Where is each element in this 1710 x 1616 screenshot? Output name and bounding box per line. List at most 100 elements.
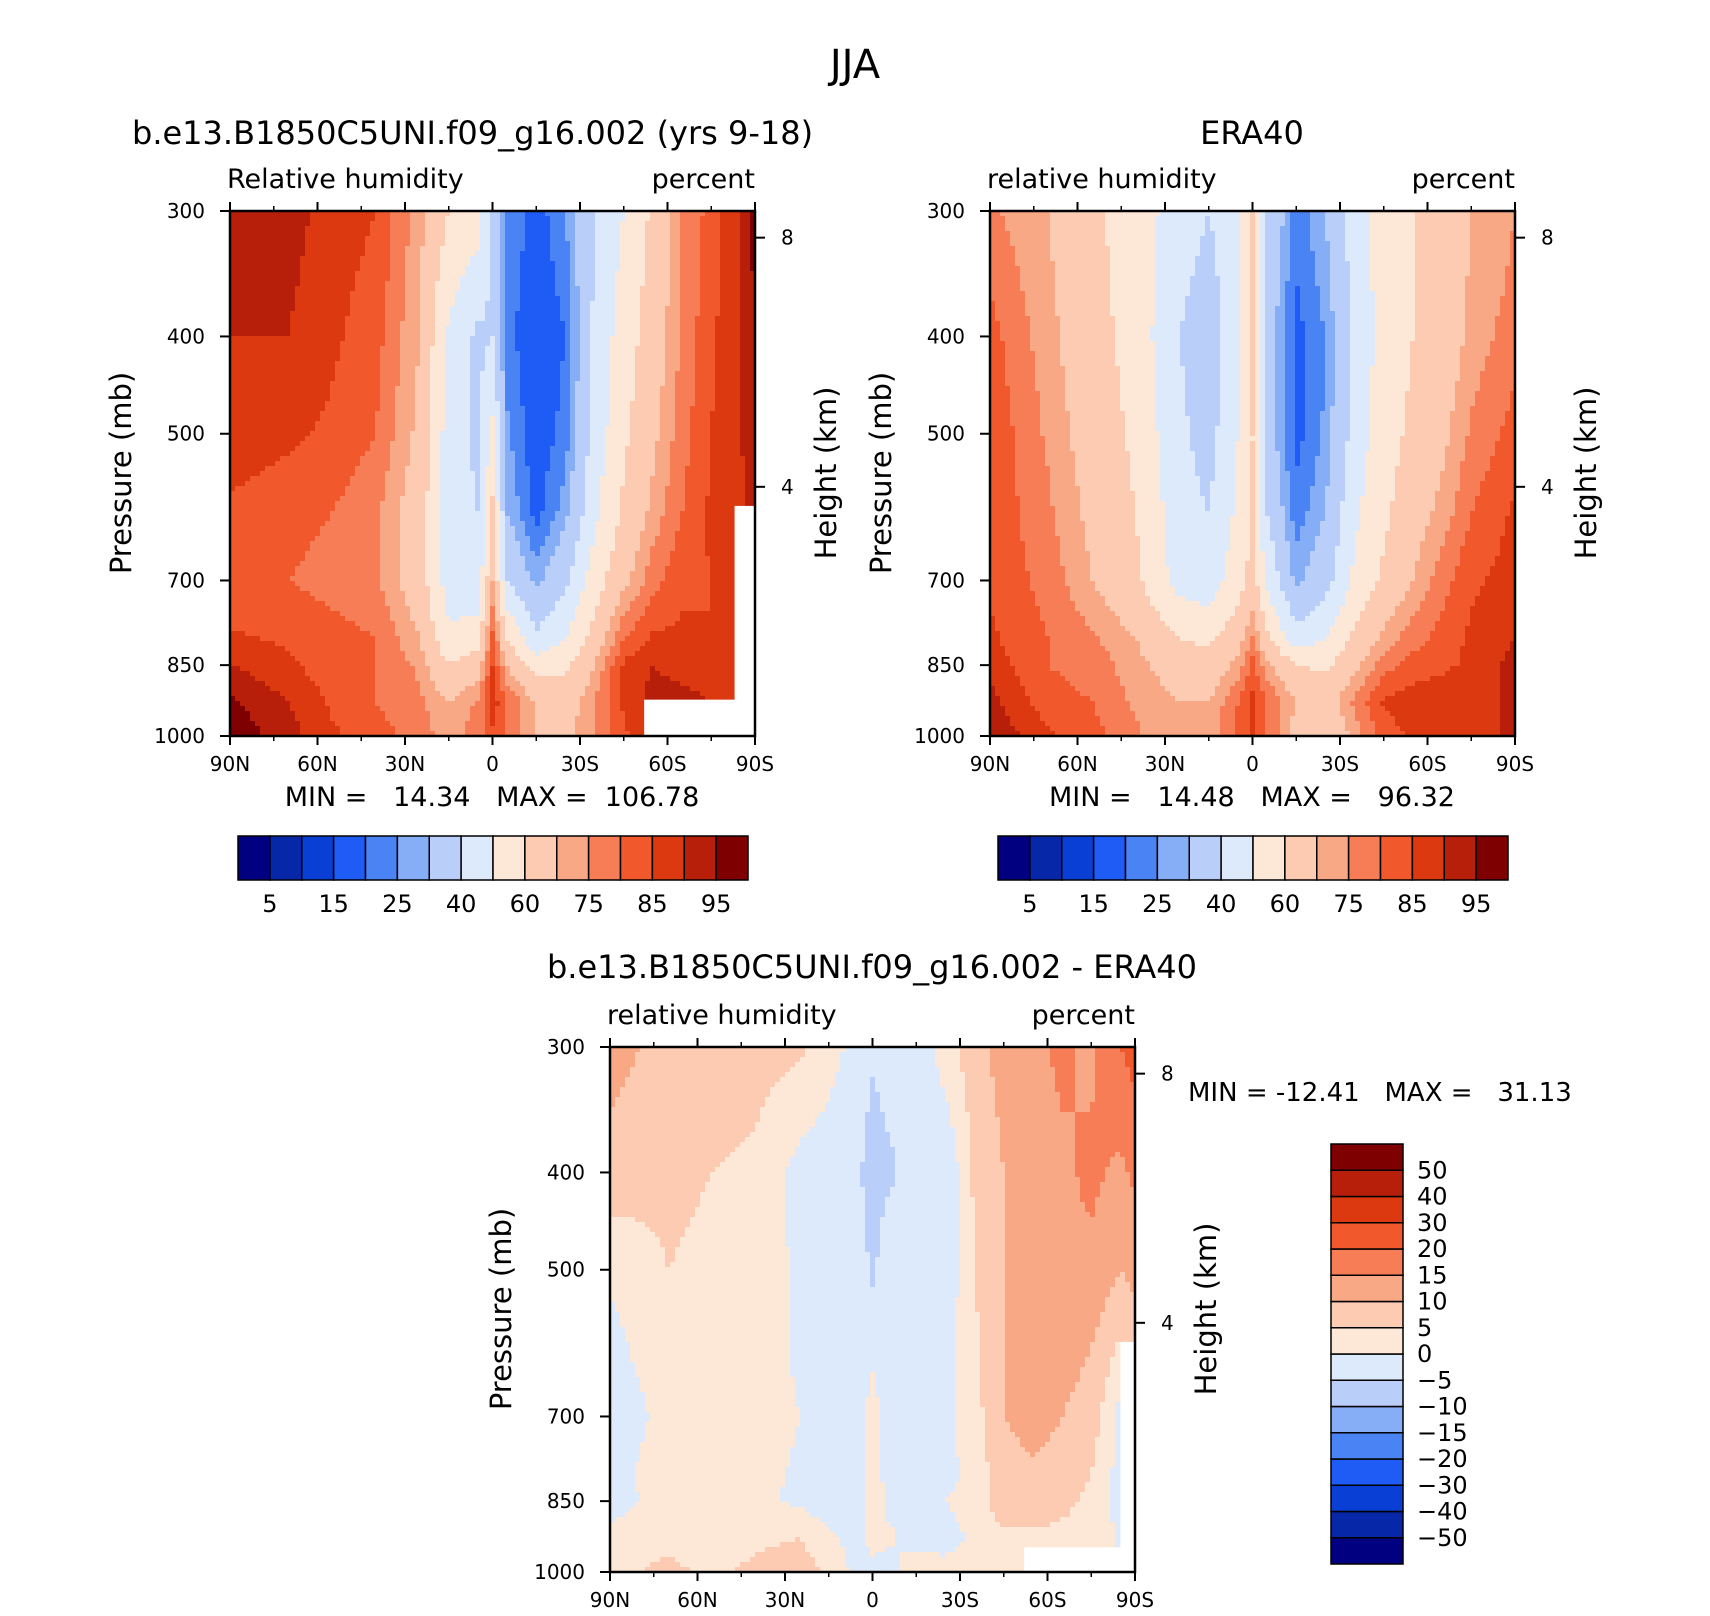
- contour-cell: [720, 231, 741, 237]
- contour-cell: [1485, 356, 1516, 362]
- contour-cell: [1110, 291, 1156, 297]
- contour-cell: [1510, 406, 1516, 412]
- contour-cell: [440, 471, 476, 477]
- contour-cell: [1370, 366, 1411, 372]
- contour-cell: [1280, 251, 1291, 257]
- contour-cell: [1360, 661, 1376, 667]
- contour-cell: [1375, 721, 1396, 727]
- contour-cell: [750, 266, 756, 272]
- contour-cell: [1255, 211, 1261, 217]
- contour-cell: [510, 416, 526, 422]
- contour-cell: [1345, 451, 1366, 457]
- contour-cell: [1140, 551, 1166, 557]
- contour-cell: [1285, 216, 1291, 222]
- contour-cell: [490, 441, 496, 447]
- y-tick-label: 500: [167, 422, 205, 446]
- contour-cell: [570, 336, 581, 342]
- contour-cell: [1425, 641, 1466, 647]
- contour-cell: [1415, 221, 1471, 227]
- contour-cell: [425, 241, 446, 247]
- contour-cell: [825, 1107, 871, 1113]
- contour-cell: [390, 216, 411, 222]
- contour-cell: [1285, 591, 1326, 597]
- contour-cell: [495, 616, 506, 622]
- contour-cell: [1370, 276, 1416, 282]
- contour-cell: [610, 1137, 746, 1143]
- contour-cell: [375, 416, 396, 422]
- contour-cell: [1215, 456, 1236, 462]
- contour-cell: [1250, 451, 1256, 457]
- contour-cell: [1295, 616, 1306, 622]
- contour-cell: [1365, 681, 1381, 687]
- contour-cell: [1415, 611, 1441, 617]
- contour-cell: [405, 261, 421, 267]
- contour-cell: [630, 606, 646, 612]
- contour-cell: [615, 636, 626, 642]
- contour-cell: [995, 316, 1031, 322]
- contour-cell: [1055, 526, 1086, 532]
- contour-cell: [490, 256, 501, 262]
- contour-cell: [510, 521, 526, 527]
- contour-cell: [1360, 526, 1391, 532]
- contour-cell: [940, 1072, 966, 1078]
- contour-cell: [1260, 506, 1266, 512]
- contour-cell: [1415, 566, 1436, 572]
- contour-cell: [440, 526, 486, 532]
- contour-cell: [1350, 376, 1371, 382]
- contour-cell: [545, 576, 571, 582]
- contour-cell: [560, 406, 571, 412]
- contour-cell: [1465, 531, 1506, 537]
- contour-cell: [1280, 461, 1286, 467]
- contour-cell: [1300, 306, 1321, 312]
- contour-cell: [1480, 491, 1516, 497]
- contour-cell: [1460, 646, 1511, 652]
- contour-cell: [345, 491, 386, 497]
- contour-cell: [680, 286, 701, 292]
- contour-cell: [750, 221, 756, 227]
- contour-cell: [1265, 486, 1281, 492]
- contour-cell: [500, 671, 506, 677]
- contour-cell: [665, 326, 681, 332]
- contour-cell: [1405, 396, 1456, 402]
- contour-cell: [1255, 671, 1266, 677]
- contour-cell: [1045, 631, 1096, 637]
- contour-cell: [300, 281, 356, 287]
- contour-cell: [1055, 291, 1111, 297]
- contour-cell: [1260, 606, 1276, 612]
- contour-cell: [605, 456, 626, 462]
- contour-cell: [685, 496, 706, 502]
- contour-cell: [1335, 321, 1351, 327]
- contour-cell: [1125, 626, 1171, 632]
- contour-cell: [865, 1137, 891, 1143]
- contour-cell: [510, 441, 526, 447]
- contour-cell: [455, 291, 491, 297]
- contour-cell: [520, 386, 561, 392]
- contour-cell: [990, 251, 1016, 257]
- contour-cell: [1320, 296, 1331, 302]
- contour-cell: [740, 221, 751, 227]
- contour-cell: [230, 656, 296, 662]
- contour-cell: [990, 546, 1026, 552]
- contour-cell: [1260, 426, 1266, 432]
- contour-cell: [1345, 471, 1366, 477]
- contour-cell: [575, 381, 591, 387]
- contour-cell: [1175, 696, 1211, 702]
- contour-cell: [1060, 561, 1091, 567]
- contour-cell: [1250, 621, 1256, 627]
- contour-cell: [300, 661, 376, 667]
- contour-cell: [550, 556, 576, 562]
- contour-cell: [1280, 616, 1296, 622]
- contour-cell: [830, 1097, 871, 1103]
- contour-cell: [1320, 286, 1331, 292]
- contour-cell: [680, 301, 701, 307]
- contour-cell: [510, 671, 536, 677]
- contour-cell: [990, 441, 1016, 447]
- contour-cell: [570, 576, 586, 582]
- contour-cell: [505, 286, 521, 292]
- contour-cell: [385, 711, 431, 717]
- contour-cell: [485, 506, 491, 512]
- contour-cell: [570, 246, 576, 252]
- contour-cell: [230, 426, 316, 432]
- contour-cell: [1265, 621, 1281, 627]
- contour-cell: [1240, 226, 1251, 232]
